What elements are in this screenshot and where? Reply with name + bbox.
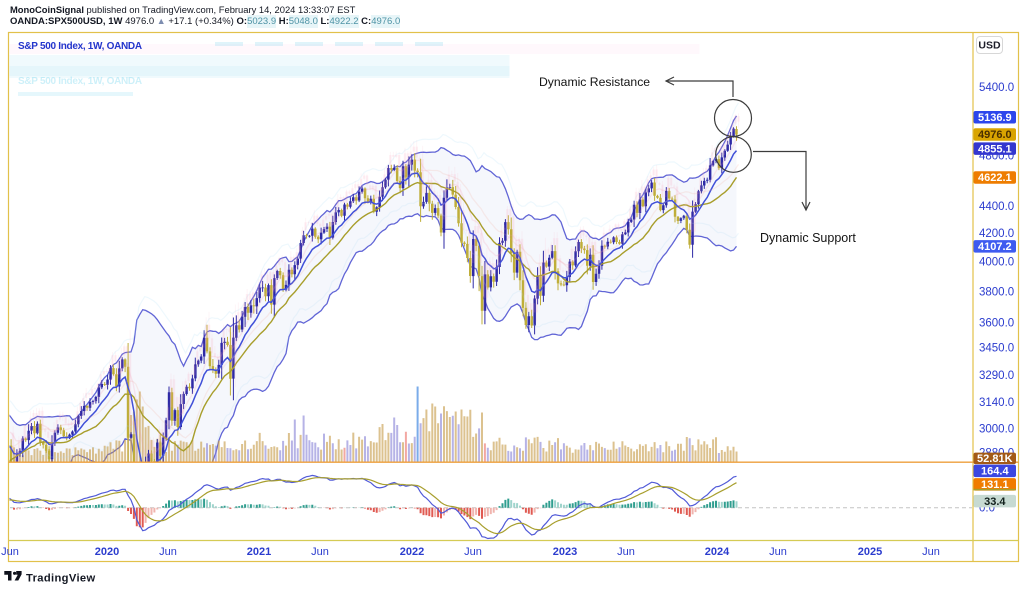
- svg-text:4622.1: 4622.1: [978, 172, 1012, 184]
- svg-text:2023: 2023: [553, 546, 577, 558]
- svg-text:S&P 500 Index, 1W, OANDA: S&P 500 Index, 1W, OANDA: [18, 76, 142, 87]
- svg-text:3450.0: 3450.0: [979, 343, 1014, 355]
- svg-text:Jun: Jun: [922, 546, 940, 558]
- svg-text:33.4: 33.4: [984, 496, 1006, 508]
- svg-text:2025: 2025: [858, 546, 882, 558]
- svg-text:4200.0: 4200.0: [979, 228, 1014, 240]
- svg-text:Jun: Jun: [311, 546, 329, 558]
- svg-text:2024: 2024: [705, 546, 730, 558]
- svg-text:4976.0: 4976.0: [978, 129, 1012, 141]
- svg-text:Jun: Jun: [464, 546, 482, 558]
- svg-text:Jun: Jun: [1, 546, 19, 558]
- svg-text:Jun: Jun: [617, 546, 635, 558]
- svg-text:4107.2: 4107.2: [978, 241, 1012, 253]
- svg-text:4000.0: 4000.0: [979, 257, 1014, 269]
- svg-text:5136.9: 5136.9: [978, 112, 1012, 124]
- svg-text:164.4: 164.4: [981, 465, 1009, 477]
- svg-text:5400.0: 5400.0: [979, 82, 1014, 94]
- svg-text:Dynamic Support: Dynamic Support: [760, 231, 856, 245]
- svg-text:USD: USD: [978, 40, 1001, 52]
- svg-text:4855.1: 4855.1: [978, 143, 1012, 155]
- svg-text:Dynamic Resistance: Dynamic Resistance: [539, 75, 650, 89]
- svg-text:Jun: Jun: [769, 546, 787, 558]
- svg-text:3140.0: 3140.0: [979, 397, 1014, 409]
- svg-text:Jun: Jun: [159, 546, 177, 558]
- svg-text:4400.0: 4400.0: [979, 201, 1014, 213]
- svg-text:3000.0: 3000.0: [979, 424, 1014, 436]
- svg-text:131.1: 131.1: [981, 479, 1009, 491]
- svg-text:S&P 500 Index, 1W, OANDA: S&P 500 Index, 1W, OANDA: [18, 41, 142, 52]
- svg-text:2021: 2021: [247, 546, 271, 558]
- svg-text:3600.0: 3600.0: [979, 318, 1014, 330]
- svg-text:2022: 2022: [400, 546, 424, 558]
- svg-text:2020: 2020: [95, 546, 119, 558]
- svg-text:52.81K: 52.81K: [977, 453, 1013, 465]
- svg-text:3800.0: 3800.0: [979, 286, 1014, 298]
- svg-text:3290.0: 3290.0: [979, 370, 1014, 382]
- svg-text:TradingView: TradingView: [26, 573, 96, 585]
